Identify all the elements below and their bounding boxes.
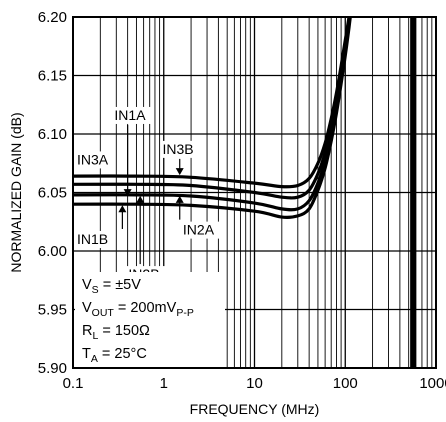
y-tick-label: 6.05 — [38, 185, 67, 202]
x-tick-label: 1000 — [419, 375, 446, 392]
annotation-in1b-bg — [75, 230, 114, 248]
annotation-in3b-bg — [160, 140, 199, 158]
x-axis-label: FREQUENCY (MHz) — [190, 401, 320, 417]
x-tick-label: 10 — [246, 375, 263, 392]
condition-vout: VOUT = 200mVP-P — [82, 300, 194, 319]
series-line-4 — [73, 17, 352, 220]
annotation-in1a-bg — [112, 106, 151, 124]
y-tick-label: 6.10 — [38, 126, 67, 143]
annotation-in2a-bg — [180, 221, 220, 239]
y-tick-label: 5.90 — [38, 360, 67, 377]
annotation-in3b-arrowhead — [175, 168, 184, 176]
y-tick-labels: 5.90 5.95 6.00 6.05 6.10 6.15 6.20 — [38, 9, 67, 377]
y-tick-label: 6.00 — [38, 243, 67, 260]
y-tick-label: 6.15 — [38, 68, 67, 85]
y-axis-label: NORMALIZED GAIN (dB) — [8, 112, 24, 272]
annotation-in1a-arrowhead — [123, 189, 132, 197]
x-tick-label: 100 — [333, 375, 358, 392]
annotation-in2a-arrowhead — [175, 195, 184, 203]
series-line-1 — [73, 17, 351, 189]
conditions-background — [75, 272, 225, 367]
annotation-in2b-arrowhead — [136, 195, 145, 203]
annotation-in3a-bg — [75, 151, 114, 169]
condition-vs: VS = ±5V — [82, 277, 141, 296]
y-tick-label: 5.95 — [38, 302, 67, 319]
annotations: IN1AIN3AIN3BIN1BIN2BIN2A — [75, 106, 220, 284]
series-line-2 — [73, 17, 352, 200]
test-conditions: VS = ±5V VOUT = 200mVP-P RL = 150Ω TA = … — [75, 272, 225, 367]
condition-ta: TA = 25°C — [82, 346, 147, 365]
plot-frame — [72, 16, 437, 369]
x-tick-labels: 0.1 1 10 100 1000 — [63, 375, 446, 392]
annotation-in3b: IN3B — [163, 141, 194, 157]
condition-rl: RL = 150Ω — [82, 323, 150, 342]
annotation-in1a: IN1A — [114, 107, 146, 123]
annotation-in3a: IN3A — [77, 151, 109, 167]
annotation-in2a: IN2A — [183, 222, 215, 238]
annotation-in1b: IN1B — [77, 231, 108, 247]
x-tick-label: 1 — [160, 375, 168, 392]
series-group — [73, 17, 352, 220]
annotation-in1b-arrowhead — [118, 205, 127, 213]
y-tick-label: 6.20 — [38, 9, 67, 26]
x-tick-label: 0.1 — [63, 375, 84, 392]
